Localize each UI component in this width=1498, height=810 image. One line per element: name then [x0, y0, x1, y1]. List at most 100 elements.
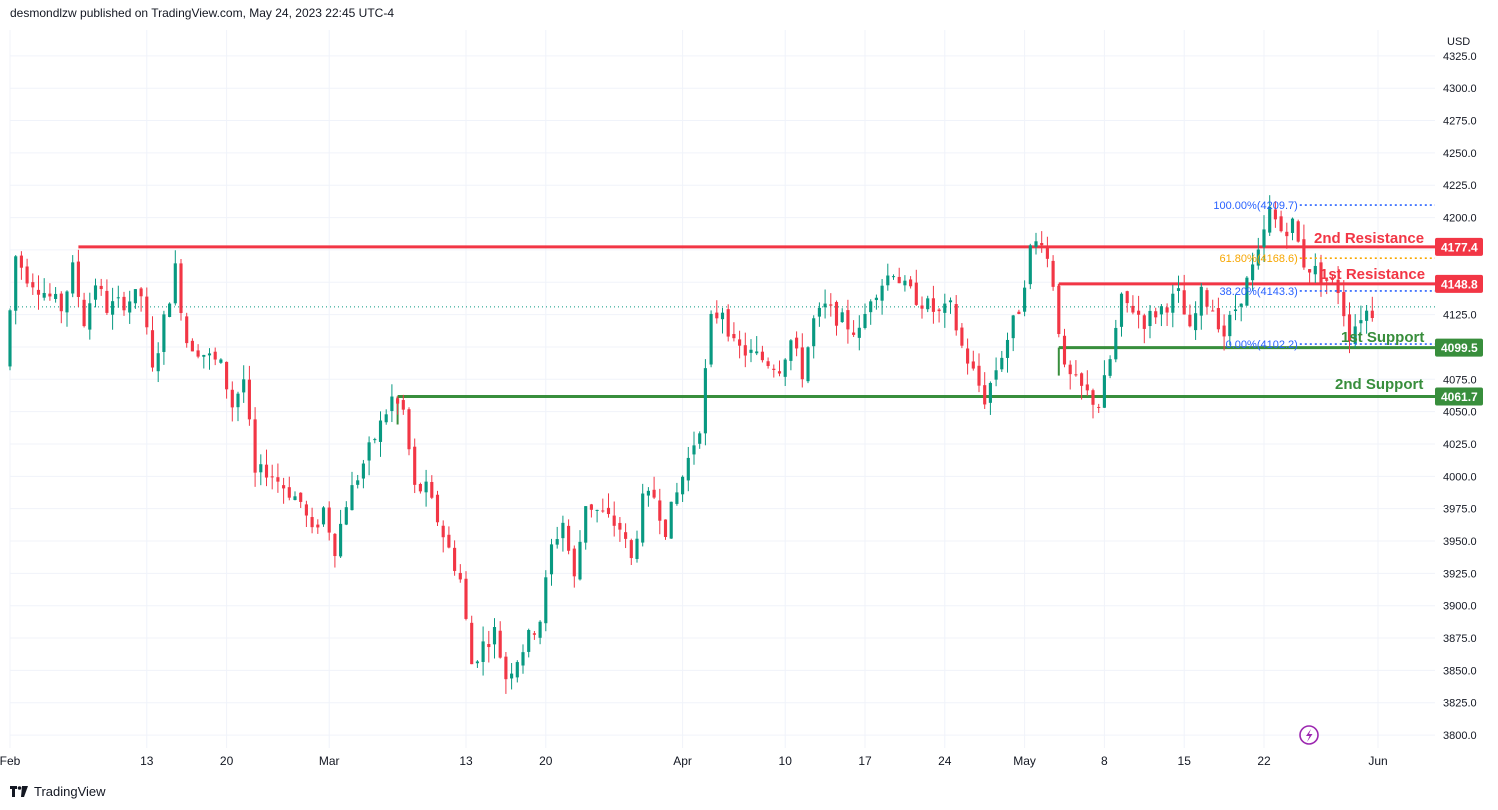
candle-body — [111, 301, 114, 315]
time-axis: Feb 13 20 Mar 13 20 Apr 10 17 24 May 8 15 22 Jun — [0, 754, 1388, 768]
candle-body — [886, 276, 889, 286]
candle-body — [248, 380, 251, 420]
candle-body — [373, 439, 376, 440]
candle-body — [214, 352, 217, 360]
candle-body — [1234, 309, 1237, 311]
candle-body — [556, 539, 559, 545]
first-support-label: 1st Support — [1341, 329, 1424, 346]
candle-body — [1171, 294, 1174, 313]
candle-body — [316, 525, 319, 528]
candle-body — [846, 310, 849, 329]
candle-body — [77, 262, 80, 297]
candle-body — [898, 277, 901, 283]
x-tick-label: 20 — [539, 754, 553, 768]
candle-body — [197, 350, 200, 356]
candle-body — [128, 301, 131, 312]
x-tick-label: Jun — [1368, 754, 1387, 768]
price-chart[interactable]: 100.00%(4209.7) 61.80%(4168.6) 38.20%(4143… — [0, 0, 1498, 780]
candle-body — [1194, 313, 1197, 330]
candle — [436, 491, 439, 526]
candle-body — [1080, 373, 1083, 386]
candle-body — [305, 504, 308, 515]
candle-body — [727, 309, 730, 336]
candle-body — [396, 398, 399, 403]
candle-body — [926, 298, 929, 309]
x-tick-label: 17 — [858, 754, 872, 768]
candle-body — [339, 524, 342, 557]
candle-body — [744, 345, 747, 355]
candle-body — [71, 262, 74, 293]
candle-body — [1109, 359, 1112, 376]
candle-body — [1137, 311, 1140, 315]
candle-body — [1308, 269, 1311, 272]
x-tick-label: Feb — [0, 754, 21, 768]
candle-body — [613, 516, 616, 526]
candle-body — [202, 355, 205, 357]
candle-body — [14, 256, 17, 310]
candle-body — [1103, 375, 1106, 408]
candle-body — [459, 573, 462, 579]
candle — [470, 616, 473, 664]
candle-body — [362, 464, 365, 479]
candle-body — [419, 484, 422, 491]
candle-body — [231, 390, 234, 408]
candle-body — [105, 291, 108, 313]
candle-body — [1285, 232, 1288, 236]
candle-body — [943, 304, 946, 313]
candle-body — [1342, 292, 1345, 316]
candle-body — [259, 464, 262, 472]
candle-body — [1371, 311, 1374, 318]
candle-body — [8, 310, 11, 366]
candle-body — [658, 500, 661, 520]
candle-body — [1154, 311, 1157, 317]
price-tag-text: 4148.8 — [1441, 277, 1478, 291]
candle-body — [1143, 315, 1146, 329]
candle-body — [1160, 306, 1163, 314]
candle-body — [345, 507, 348, 524]
candle-body — [117, 297, 120, 298]
y-tick-label: 4250.0 — [1443, 148, 1477, 160]
candle-body — [533, 633, 536, 635]
candle-body — [721, 313, 724, 320]
candle-body — [88, 303, 91, 329]
y-tick-label: 3975.0 — [1443, 504, 1477, 516]
candle-body — [601, 510, 604, 511]
candle-body — [892, 276, 895, 277]
candle-body — [1057, 286, 1060, 334]
candle-body — [578, 542, 581, 580]
candle-body — [573, 549, 576, 577]
candle-body — [647, 491, 650, 496]
candle-body — [48, 294, 51, 297]
candle-body — [482, 641, 485, 662]
y-tick-label: 3900.0 — [1443, 601, 1477, 613]
candle-body — [1126, 291, 1129, 303]
candle-body — [1006, 340, 1009, 358]
candle-body — [630, 540, 633, 558]
candle-body — [179, 263, 182, 313]
candle-body — [311, 517, 314, 527]
candle-body — [1166, 307, 1169, 312]
candle-body — [812, 318, 815, 346]
candle-body — [493, 627, 496, 644]
candle-body — [1297, 221, 1300, 241]
x-tick-label: 15 — [1178, 754, 1192, 768]
candle-body — [789, 340, 792, 361]
candle-body — [1074, 374, 1077, 375]
candle — [1057, 286, 1060, 338]
candle-body — [670, 502, 673, 539]
candle-body — [453, 548, 456, 571]
candle-body — [949, 300, 952, 302]
candle-body — [1063, 336, 1066, 365]
level-price-tag: 4099.5 — [1435, 339, 1483, 357]
footer-brand[interactable]: TradingView — [10, 784, 106, 799]
level-price-tag: 4148.8 — [1435, 275, 1483, 293]
candle-body — [208, 353, 211, 355]
candle — [670, 502, 673, 539]
candle-body — [1205, 290, 1208, 307]
candle-body — [436, 495, 439, 523]
candle-body — [151, 330, 154, 367]
candle-body — [350, 485, 353, 510]
candle-body — [83, 300, 86, 326]
candle-body — [1131, 306, 1134, 313]
candle-body — [1000, 358, 1003, 369]
